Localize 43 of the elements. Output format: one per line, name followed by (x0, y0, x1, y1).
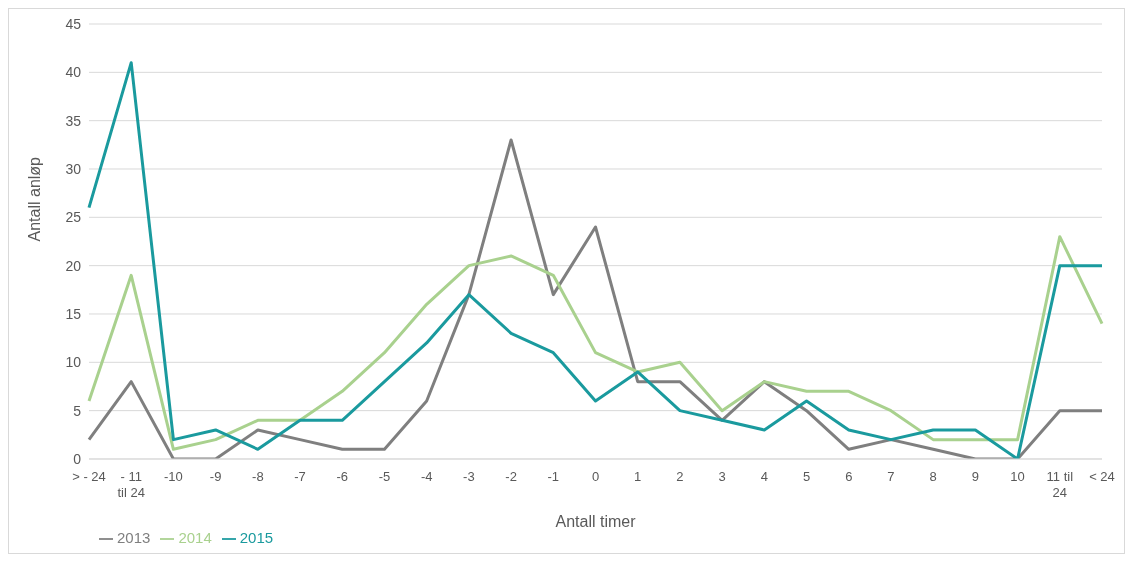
x-tick-label: -1 (547, 468, 560, 484)
line-series (87, 235, 1104, 451)
y-tick-label: 40 (65, 64, 82, 81)
x-tick-label: -9 (209, 468, 222, 484)
x-tick-label: 7 (887, 468, 895, 484)
y-tick-label: 0 (73, 450, 82, 467)
y-tick-label: 15 (65, 305, 82, 322)
x-tick-label: < 24 (1089, 468, 1115, 484)
x-tick-label: 9 (971, 468, 979, 484)
y-tick-label: 35 (65, 112, 82, 129)
x-tick-label: -3 (463, 468, 475, 484)
x-tick-label: -5 (378, 468, 391, 484)
x-tick-label: 3 (718, 468, 726, 484)
x-tick-label: - 11 til 24 (117, 468, 145, 500)
x-tick-label: -6 (336, 468, 349, 484)
line-series (87, 61, 1104, 459)
x-tick-label: 0 (591, 468, 600, 484)
legend-label: 2014 (178, 528, 212, 546)
x-tick-label: -8 (252, 468, 264, 484)
x-tick-label: 1 (634, 468, 642, 484)
y-tick-label: 20 (65, 257, 82, 274)
x-tick-label: 10 (1010, 468, 1025, 484)
x-axis-title: Antall timer (555, 512, 637, 530)
y-tick-label: 5 (73, 402, 82, 419)
x-tick-label: 11 til 24 (1046, 468, 1074, 500)
x-tick-label: 8 (929, 468, 937, 484)
y-tick-label: 30 (65, 160, 82, 177)
x-tick-label: 5 (802, 468, 811, 484)
y-tick-label: 10 (65, 354, 82, 371)
x-tick-label: 6 (845, 468, 853, 484)
y-axis-title: Antall anløp (25, 156, 43, 242)
x-tick-label: -7 (294, 468, 306, 484)
y-tick-label: 45 (65, 15, 82, 32)
y-tick-label: 25 (65, 209, 82, 226)
x-tick-label: 2 (676, 468, 684, 484)
x-tick-label: -4 (420, 468, 433, 484)
legend-label: 2013 (117, 528, 151, 546)
x-tick-label: -10 (164, 468, 183, 484)
x-tick-label: -2 (505, 468, 517, 484)
x-tick-label: > - 24 (72, 468, 106, 484)
legend-label: 2015 (239, 528, 274, 546)
x-tick-label: 4 (760, 468, 768, 484)
line-series (87, 138, 1104, 459)
